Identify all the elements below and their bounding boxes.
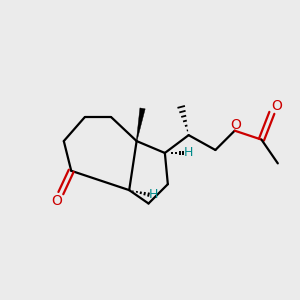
- Text: H: H: [149, 188, 159, 201]
- Text: O: O: [271, 99, 282, 113]
- Text: O: O: [230, 118, 241, 132]
- Text: O: O: [51, 194, 62, 208]
- Polygon shape: [136, 108, 145, 141]
- Text: H: H: [184, 146, 193, 160]
